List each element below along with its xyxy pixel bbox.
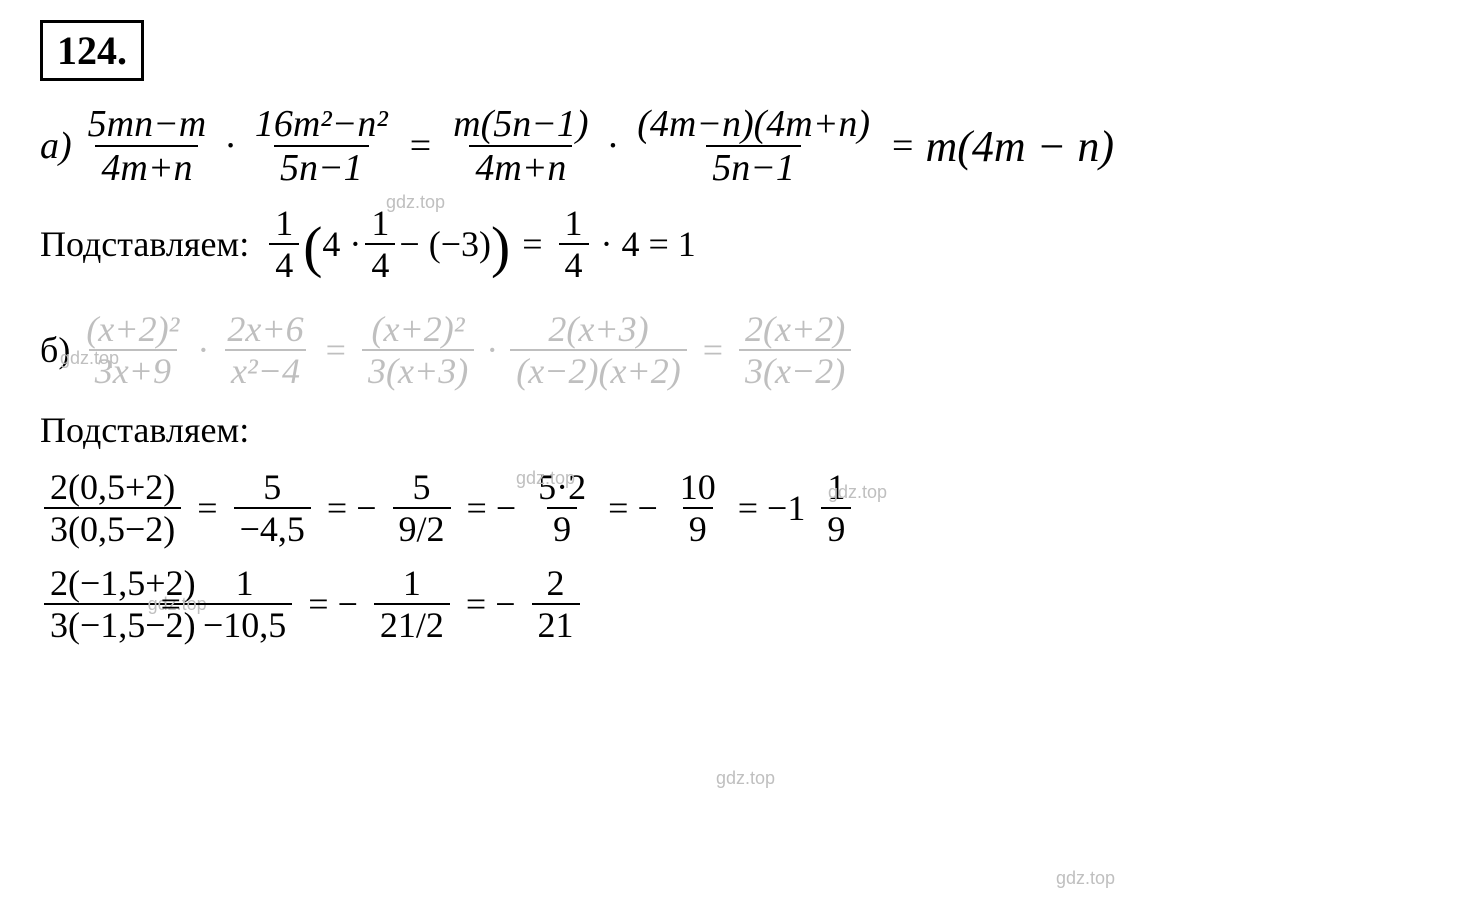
- op: ·: [486, 329, 498, 371]
- op: ·: [607, 124, 620, 168]
- frac: (x+2)² 3(x+3): [362, 311, 474, 389]
- frac: 1 4: [365, 205, 395, 283]
- op: =: [197, 487, 217, 529]
- watermark: gdz.top: [516, 468, 575, 489]
- op: =: [161, 583, 181, 625]
- frac: 1 21/2: [374, 565, 450, 643]
- txt: − (−3): [399, 223, 491, 265]
- op: = −: [327, 487, 377, 529]
- op: ·: [224, 124, 237, 168]
- substitute-label: Подставляем:: [40, 409, 249, 451]
- problem-number: 124.: [40, 20, 144, 81]
- watermark: gdz.top: [716, 768, 775, 789]
- frac: 1 −10,5: [197, 565, 292, 643]
- part-a-expression: а) 5mn−m 4m+n · 16m²−n² 5n−1 = m(5n−1) 4…: [40, 105, 1431, 187]
- frac: 16m²−n² 5n−1: [249, 105, 394, 187]
- op: =: [703, 329, 723, 371]
- watermark: gdz.top: [386, 192, 445, 213]
- part-a-substitute: Подставляем: 1 4 ( 4 · 1 4 − (−3) ) = 1 …: [40, 205, 1431, 283]
- frac: 2x+6 x²−4: [221, 311, 309, 389]
- watermark: gdz.top: [60, 348, 119, 369]
- result-a: m(4m − n): [925, 121, 1114, 172]
- frac: 2(x+3) (x−2)(x+2): [510, 311, 687, 389]
- part-b-substitute-row-1: 2(0,5+2) 3(0,5−2) = 5 −4,5 = − 5 9/2 = −…: [40, 469, 1431, 547]
- part-b-expression: б) (x+2)² 3x+9 · 2x+6 x²−4 = (x+2)² 3(x+…: [40, 311, 1431, 389]
- op: =: [410, 124, 431, 168]
- frac: 1 9: [821, 469, 851, 547]
- watermark: gdz.top: [828, 482, 887, 503]
- frac: 2(x+2) 3(x−2): [739, 311, 851, 389]
- op: =: [522, 223, 542, 265]
- frac: 1 4: [559, 205, 589, 283]
- watermark: gdz.top: [1056, 868, 1115, 889]
- op: = −: [308, 583, 358, 625]
- frac: 2 21: [532, 565, 580, 643]
- op: ·: [197, 329, 209, 371]
- op: = −: [467, 487, 517, 529]
- frac: 5 −4,5: [234, 469, 311, 547]
- frac: 1 4: [269, 205, 299, 283]
- frac: 5 9/2: [393, 469, 451, 547]
- substitute-label: Подставляем:: [40, 223, 249, 265]
- frac: m(5n−1) 4m+n: [447, 105, 594, 187]
- frac: (4m−n)(4m+n) 5n−1: [631, 105, 876, 187]
- op: = −1: [738, 487, 806, 529]
- frac: 10 9: [674, 469, 722, 547]
- frac: 2(0,5+2) 3(0,5−2): [44, 469, 181, 547]
- txt: · 4 = 1: [601, 223, 696, 265]
- frac: 5mn−m 4m+n: [82, 105, 213, 187]
- part-b-substitute-row-2: 2(−1,5+2) 3(−1,5−2) gdz.top = 1 −10,5 = …: [40, 565, 1431, 643]
- op: =: [892, 124, 913, 168]
- txt: 4 ·: [322, 223, 361, 265]
- part-b-substitute-label: Подставляем:: [40, 409, 1431, 451]
- op: = −: [466, 583, 516, 625]
- op: = −: [608, 487, 658, 529]
- label-a: а): [40, 124, 72, 168]
- op: =: [326, 329, 346, 371]
